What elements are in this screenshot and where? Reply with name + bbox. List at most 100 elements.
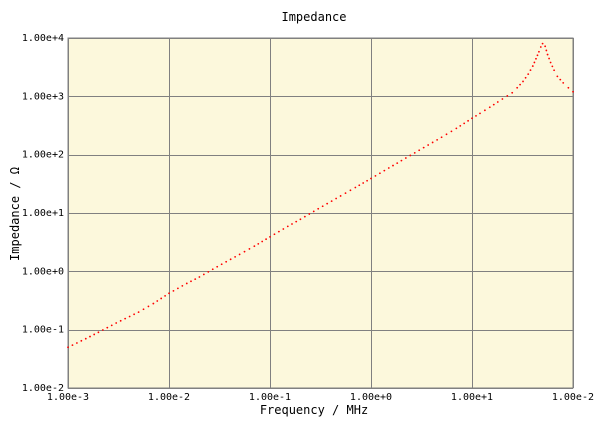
- data-point: [366, 179, 368, 182]
- data-point: [321, 205, 324, 208]
- data-point: [463, 122, 466, 125]
- data-point: [101, 329, 104, 331]
- grid-lines: [68, 38, 574, 389]
- x-tick-label: 1.00e+0: [350, 392, 392, 403]
- data-point: [362, 182, 365, 184]
- data-point: [553, 69, 556, 72]
- data-point: [349, 189, 352, 192]
- data-point: [124, 317, 127, 320]
- y-tick-labels: 1.00e-2 1.00e-1 1.00e+0 1.00e+1 1.00e+2 1.00e…: [22, 33, 64, 394]
- data-point: [67, 346, 69, 349]
- data-point: [459, 124, 462, 127]
- data-point: [387, 167, 390, 169]
- data-point: [479, 112, 481, 115]
- y-tick-label: 1.00e+4: [22, 33, 64, 44]
- x-tick-label: 1.00e-2: [552, 392, 594, 403]
- data-point: [207, 270, 210, 273]
- data-point: [147, 305, 150, 308]
- data-point: [467, 119, 469, 122]
- data-point: [265, 238, 267, 241]
- y-tick-label: 1.00e-2: [22, 383, 64, 394]
- data-point: [522, 80, 524, 83]
- data-point: [317, 207, 320, 210]
- data-point: [358, 184, 361, 187]
- data-point: [198, 276, 201, 278]
- data-point: [335, 197, 338, 200]
- data-point: [556, 75, 559, 78]
- data-point: [128, 315, 131, 318]
- data-point: [383, 169, 386, 172]
- data-point: [501, 98, 504, 100]
- data-point: [409, 154, 412, 157]
- data-point: [299, 218, 302, 221]
- data-point: [529, 69, 532, 72]
- data-point: [567, 86, 570, 89]
- data-point: [119, 319, 122, 322]
- data-point: [541, 42, 544, 45]
- data-point: [551, 65, 554, 68]
- data-point: [160, 297, 163, 300]
- data-point: [164, 294, 166, 297]
- data-point: [172, 289, 175, 292]
- data-point: [418, 149, 421, 152]
- data-point: [291, 223, 293, 225]
- data-point: [548, 57, 550, 60]
- data-point: [475, 114, 477, 117]
- data-point: [559, 78, 562, 81]
- data-point: [431, 141, 434, 144]
- data-point: [378, 172, 381, 175]
- data-point: [106, 326, 109, 329]
- data-point: [445, 133, 448, 136]
- data-point: [133, 313, 136, 316]
- data-point: [194, 278, 197, 281]
- y-tick-label: 1.00e-1: [22, 325, 64, 336]
- data-point: [216, 265, 219, 268]
- data-point: [142, 308, 145, 311]
- data-point: [392, 164, 394, 167]
- data-point: [75, 342, 78, 344]
- x-tick-label: 1.00e-2: [148, 392, 190, 403]
- x-tick-label: 1.00e-3: [47, 392, 89, 403]
- data-point: [492, 103, 495, 106]
- data-point: [312, 210, 315, 213]
- data-point: [436, 138, 439, 141]
- data-point: [519, 83, 521, 86]
- x-tick-label: 1.00e+1: [451, 392, 493, 403]
- data-point: [546, 53, 549, 56]
- data-point: [295, 220, 298, 223]
- data-point: [440, 136, 443, 139]
- data-point: [496, 101, 499, 103]
- data-point: [229, 258, 232, 261]
- y-tick-label: 1.00e+2: [22, 150, 64, 161]
- data-point: [404, 157, 407, 159]
- data-point: [84, 337, 87, 340]
- data-point: [572, 90, 574, 93]
- data-point: [253, 245, 256, 248]
- data-point: [455, 127, 458, 130]
- impedance-series: [67, 42, 574, 349]
- data-point: [286, 225, 289, 228]
- data-point: [238, 253, 241, 256]
- data-point: [176, 287, 179, 290]
- data-point: [488, 106, 491, 109]
- data-point: [483, 109, 486, 112]
- data-point: [511, 91, 514, 94]
- data-point: [354, 186, 357, 189]
- data-point: [535, 57, 537, 60]
- data-point: [243, 250, 246, 253]
- data-point: [374, 174, 377, 177]
- data-point: [181, 285, 184, 287]
- data-point: [282, 228, 285, 230]
- data-point: [110, 324, 113, 327]
- y-tick-label: 1.00e+1: [22, 208, 64, 219]
- data-point: [527, 73, 530, 76]
- data-point: [115, 322, 118, 324]
- data-point: [211, 268, 214, 271]
- data-point: [506, 94, 509, 97]
- data-point: [330, 200, 333, 202]
- data-point: [562, 81, 565, 84]
- data-point: [168, 292, 170, 295]
- data-point: [71, 344, 74, 346]
- data-point: [326, 202, 329, 205]
